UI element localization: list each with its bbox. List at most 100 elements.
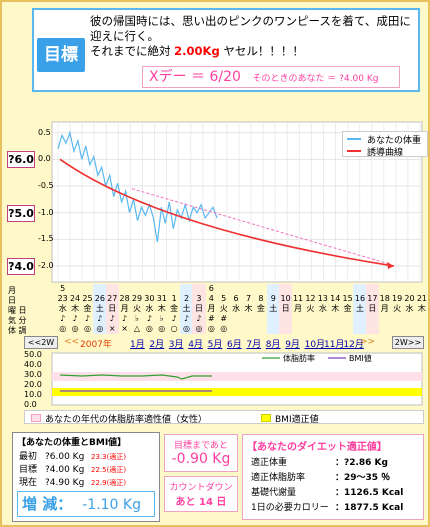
month-link[interactable]: 5月 [207,340,223,350]
calendar-day[interactable]: 31 木 ♭ ◎ [155,284,168,334]
calendar-weekday: 火 [133,304,141,313]
month-link[interactable]: 7月 [246,340,262,350]
calendar-day[interactable]: 6 4 月 # ◎ [205,284,218,334]
month-link[interactable]: 11月 [324,340,345,350]
calendar-mood [267,314,280,324]
diet-row-label: 1日の必要カロリー [251,503,329,513]
fat-legend-label: 体脂肪率 [283,353,315,363]
weight-row-label: 現在 [19,478,38,488]
calendar-day[interactable]: 24 木 ♪ ◎ [68,284,81,334]
calendar-date: 10 [280,294,291,303]
calendar-date: 23 [57,294,68,303]
calendar-day[interactable]: 27 日 ♪ × [105,284,119,334]
calendar-date: 29 [131,294,143,303]
next-year-arrows[interactable]: >> [360,337,376,347]
calendar-day[interactable]: 16 土 [353,284,367,334]
calendar-mood: ♭ [135,314,139,323]
month-link[interactable]: 10月 [304,340,326,350]
calendar-condition: △ [133,324,141,333]
calendar-mood: ♪ [183,314,190,323]
calendar-day[interactable]: 5 23 水 ♪ ◎ [56,284,69,334]
calendar-row-label: 曜 日 [8,306,27,315]
calendar-weekday: 月 [380,304,389,313]
calendar-month-marker [130,284,143,294]
calendar-day[interactable]: 26 土 ♪ ◎ [93,284,107,334]
calendar-day[interactable]: 5 火 # ◎ [217,284,230,334]
calendar-month-marker [279,284,292,294]
calendar-mood [229,314,242,324]
fat-range-swatch [31,414,41,422]
calendar-day[interactable]: 15 金 [341,284,354,334]
calendar-date: 17 [367,294,378,303]
y-tick-label: -2.0 [38,261,54,270]
diet-row-label: 適正体重 [251,458,288,468]
calendar-day[interactable]: 30 水 ♪ ◎ [143,284,156,334]
calendar-month-marker [118,284,131,294]
delta-label: 増 減： [22,495,73,513]
calendar-weekday: 土 [182,304,191,313]
calendar-condition [329,324,342,334]
calendar-date: 19 [392,294,403,303]
calendar-day[interactable]: 2 土 ♪ ◎ [179,284,194,334]
calendar-month-marker [229,284,242,294]
calendar-day[interactable]: 3 日 ♪ ◎ [192,284,206,334]
goal-line-3: それまでに絶対 2.00Kg ヤセル！！！！ [90,44,418,59]
calendar-condition [403,324,416,334]
month-link[interactable]: 12月 [343,340,364,350]
month-link[interactable]: 8月 [265,340,281,350]
calendar-mood [254,314,267,324]
calendar-day[interactable]: 21 木 [415,284,428,334]
month-link[interactable]: 3月 [168,340,184,350]
bmi-range-band [52,388,422,396]
calendar-weekday: 水 [145,304,154,313]
calendar-weekday: 木 [71,304,80,313]
next-2w-button[interactable]: 2W>> [392,336,424,349]
calendar-day[interactable]: 18 月 [378,284,391,334]
calendar-condition [353,324,366,334]
weight-delta: 増 減： -1.10 Kg [17,491,155,517]
month-link[interactable]: 2月 [149,340,165,350]
calendar-day[interactable]: 29 火 ♭ △ [130,284,143,334]
calendar-weekday: 木 [417,304,426,313]
fat-bottom-legend: あなたの年代の体脂肪率適性値（女性） BMI適正値 [24,410,424,425]
prev-year-arrows[interactable]: << [64,337,80,347]
calendar-mood: # [220,314,228,323]
diet-values-panel: 【あなたのダイエット適正値】 適正体重 ：?2.86 Kg 適正体脂肪率 ：29～35… [242,434,424,520]
calendar-day[interactable]: 19 火 [390,284,403,334]
prev-2w-button[interactable]: <<2W [24,336,58,349]
month-link[interactable]: 1月 [130,340,145,350]
calendar-day[interactable]: 25 金 ♪ ◎ [81,284,94,334]
calendar-mood: ♪ [84,314,90,323]
calendar-day[interactable]: 1 金 ♪ ○ [167,284,180,334]
calendar-month-marker [106,284,119,294]
calendar-condition: ◎ [183,324,191,333]
legend-guide-label: 誘導曲線 [367,148,404,158]
calendar-day[interactable]: 10 日 [278,284,293,334]
month-link[interactable]: 9月 [285,340,300,350]
calendar-day[interactable]: 14 木 [329,284,342,334]
calendar-day[interactable]: 20 水 [403,284,416,334]
month-link[interactable]: 4月 [188,340,203,350]
calendar-mood [353,314,366,324]
fat-y-tick-label: 10.0 [24,390,42,399]
calendar-weekday: 木 [157,304,166,313]
calendar-day[interactable]: 11 月 [291,284,304,334]
calendar-day[interactable]: 17 日 [365,284,380,334]
calendar-month-marker [353,284,366,294]
calendar-weekday: 金 [256,304,265,313]
calendar-condition: ◎ [207,324,215,333]
calendar-day[interactable]: 28 月 ♪ × [118,284,131,334]
calendar-condition [229,324,242,334]
calendar-condition [254,324,267,334]
calendar-month-marker [167,284,180,294]
month-link[interactable]: 6月 [227,340,242,350]
calendar-day[interactable]: 12 火 [304,284,317,334]
calendar-weekday: 土 [269,304,278,313]
calendar-date: 5 [221,294,227,303]
calendar-date: 24 [69,294,81,303]
calendar-day[interactable]: 13 水 [316,284,329,334]
